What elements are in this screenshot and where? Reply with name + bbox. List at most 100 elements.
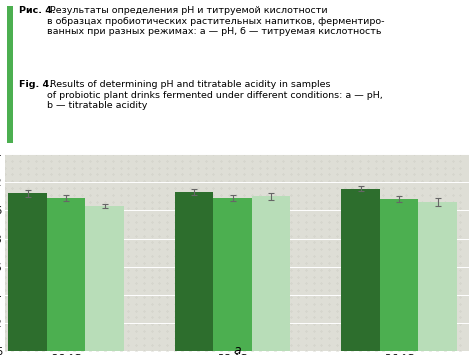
Point [318, 158, 325, 164]
Point [94, 246, 101, 252]
Point [217, 233, 225, 239]
Point [240, 287, 248, 293]
Point [163, 260, 171, 266]
Point [186, 267, 194, 273]
Point [294, 246, 302, 252]
Point [55, 253, 63, 259]
Point [325, 342, 333, 348]
Point [63, 233, 70, 239]
Point [256, 151, 264, 157]
Point [302, 349, 310, 354]
Point [341, 321, 348, 327]
Point [380, 308, 387, 313]
Point [9, 226, 16, 232]
Point [225, 212, 233, 218]
Point [310, 226, 318, 232]
Point [318, 280, 325, 286]
Point [434, 274, 441, 279]
Point [117, 185, 124, 191]
Point [125, 274, 132, 279]
Point [302, 206, 310, 211]
Point [271, 287, 279, 293]
Point [24, 342, 32, 348]
Point [210, 178, 217, 184]
Point [333, 226, 341, 232]
Point [240, 253, 248, 259]
Point [287, 158, 294, 164]
Point [94, 165, 101, 170]
Point [434, 219, 441, 225]
Point [333, 349, 341, 354]
Point [24, 267, 32, 273]
Point [372, 287, 379, 293]
Point [109, 315, 117, 320]
Point [86, 294, 93, 300]
Point [287, 253, 294, 259]
Point [17, 185, 24, 191]
Point [55, 335, 63, 341]
Point [148, 321, 155, 327]
Point [78, 212, 86, 218]
Point [441, 151, 449, 157]
Point [179, 287, 186, 293]
Point [17, 233, 24, 239]
Point [441, 342, 449, 348]
Point [225, 226, 233, 232]
Point [426, 287, 433, 293]
Point [248, 287, 255, 293]
Point [109, 212, 117, 218]
Point [171, 280, 179, 286]
Point [109, 335, 117, 341]
Point [71, 206, 78, 211]
Point [125, 294, 132, 300]
FancyBboxPatch shape [7, 6, 13, 143]
Point [155, 260, 163, 266]
Point [71, 212, 78, 218]
Point [101, 246, 109, 252]
Point [32, 233, 39, 239]
Point [441, 260, 449, 266]
Point [179, 219, 186, 225]
Point [294, 151, 302, 157]
Point [264, 246, 271, 252]
Point [395, 274, 402, 279]
Point [233, 233, 240, 239]
Point [310, 219, 318, 225]
Point [233, 280, 240, 286]
Point [410, 349, 418, 354]
Point [248, 280, 255, 286]
Point [402, 165, 410, 170]
Point [163, 158, 171, 164]
Point [240, 206, 248, 211]
Point [310, 178, 318, 184]
Point [256, 267, 264, 273]
Point [364, 280, 372, 286]
Point [132, 151, 140, 157]
Point [17, 267, 24, 273]
Point [155, 158, 163, 164]
Point [132, 280, 140, 286]
Point [325, 280, 333, 286]
Point [348, 328, 356, 334]
Point [140, 192, 147, 198]
Point [63, 158, 70, 164]
Point [287, 274, 294, 279]
Point [171, 206, 179, 211]
Point [248, 260, 255, 266]
Point [380, 335, 387, 341]
Point [264, 321, 271, 327]
Point [225, 165, 233, 170]
Point [55, 308, 63, 313]
Point [402, 226, 410, 232]
Point [333, 246, 341, 252]
Point [264, 219, 271, 225]
Point [364, 315, 372, 320]
Point [233, 308, 240, 313]
Point [279, 226, 287, 232]
Point [426, 219, 433, 225]
Point [194, 246, 201, 252]
Point [24, 185, 32, 191]
Point [125, 192, 132, 198]
Point [194, 151, 201, 157]
Point [248, 349, 255, 354]
